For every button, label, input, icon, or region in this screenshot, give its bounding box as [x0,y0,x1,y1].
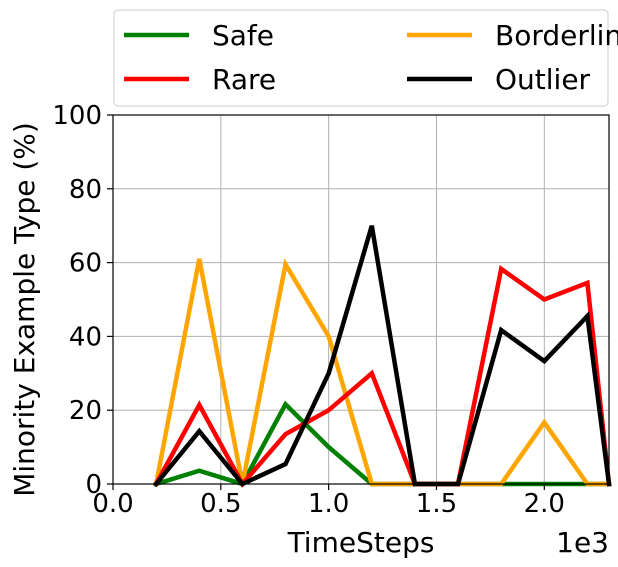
y-tick-label: 60 [69,249,102,279]
legend-label-rare: Rare [212,63,276,96]
x-axis-offset-label: 1e3 [556,526,609,559]
series-line-outlier [152,225,612,488]
legend-box [113,9,609,107]
plot-frame [112,114,610,485]
legend-label-borderline: Borderline [495,19,618,52]
y-tick-label: 100 [52,101,102,131]
legend-label-safe: Safe [212,19,274,52]
y-tick-label: 80 [69,175,102,205]
series-line-safe [153,400,612,487]
y-tick-label: 40 [69,322,102,352]
y-axis-label: Minority Example Type (%) [8,122,41,497]
x-tick-label: 0.5 [200,489,241,519]
x-axis-label: TimeSteps [287,526,435,559]
series-line-rare [153,265,612,488]
legend: Safe Borderline Rare Outlier [113,9,618,107]
series-lines [152,225,612,488]
y-tick-label: 20 [69,396,102,426]
x-tick-label: 1.5 [416,489,457,519]
x-tick-label: 2.0 [524,489,565,519]
x-tick-label: 0.0 [92,489,133,519]
axis-ticks: 0.0 0.5 1.0 1.5 2.0 0 20 40 60 80 100 [52,101,565,519]
y-tick-label: 0 [85,470,102,500]
x-tick-label: 1.0 [308,489,349,519]
legend-label-outlier: Outlier [495,63,591,96]
